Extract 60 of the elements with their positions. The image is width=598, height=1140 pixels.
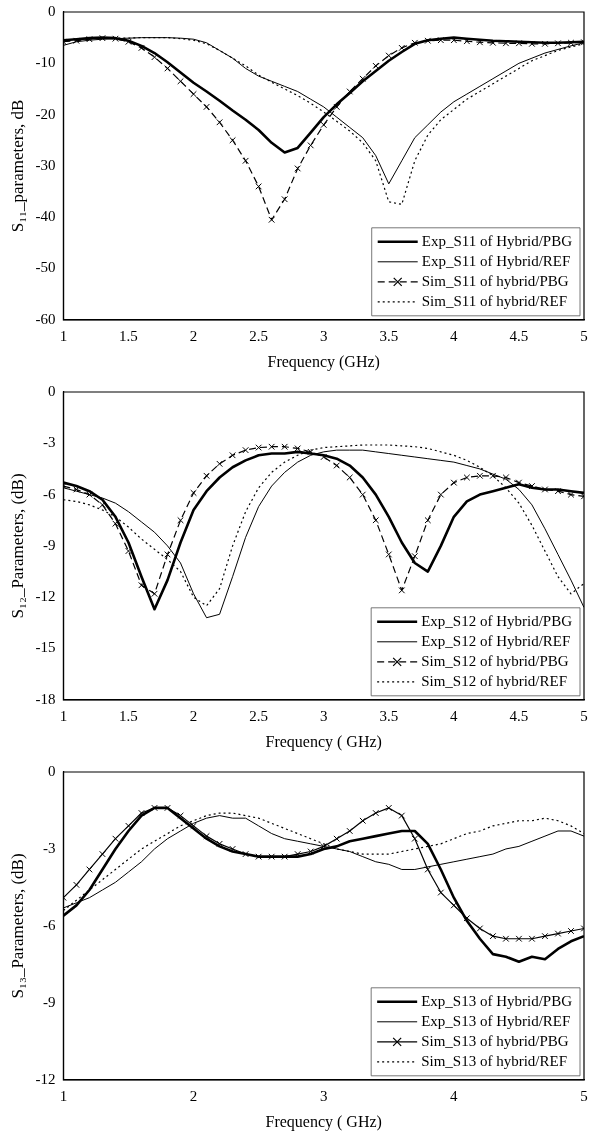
- legend-label: Sim_S12 of hybrid/PBG: [421, 652, 569, 669]
- x-tick-label: 3: [319, 327, 328, 344]
- x-tick-label: 3: [319, 707, 328, 724]
- legend-label: Exp_S13 of Hybrid/PBG: [421, 992, 573, 1009]
- y-tick-label: -18: [35, 690, 56, 707]
- y-tick-label: -10: [35, 54, 56, 71]
- x-tick-label: 2.5: [249, 327, 268, 344]
- legend-label: Sim_S13 of hybrid/PBG: [421, 1032, 569, 1049]
- x-tick-label: 4.5: [509, 327, 529, 344]
- y-tick-label: -30: [35, 156, 56, 173]
- x-tick-label: 2: [189, 327, 198, 344]
- legend-label: Exp_S13 of Hybrid/REF: [421, 1012, 571, 1029]
- x-tick-label: 1: [59, 1087, 68, 1104]
- legend-label: Exp_S12 of Hybrid/PBG: [421, 612, 573, 629]
- y-tick-label: 0: [47, 382, 56, 399]
- x-tick-label: 4: [450, 707, 459, 724]
- x-tick-label: 4: [450, 327, 459, 344]
- y-tick-label: -50: [35, 259, 56, 276]
- y-tick-label: 0: [47, 2, 56, 19]
- x-axis-title: Frequency (GHz): [267, 352, 380, 371]
- legend-label: Sim_S11 of hybrid/PBG: [421, 272, 569, 289]
- y-axis-title: S₁₁_parameters, dB: [7, 99, 27, 233]
- y-tick-label: -15: [35, 639, 56, 656]
- x-tick-label: 3.5: [379, 707, 399, 724]
- x-tick-label: 4.5: [509, 707, 529, 724]
- y-tick-label: -60: [35, 310, 56, 327]
- y-tick-label: -12: [35, 1070, 56, 1087]
- legend-label: Exp_S12 of Hybrid/REF: [421, 632, 571, 649]
- x-axis-title: Frequency ( GHz): [265, 1112, 382, 1131]
- y-tick-label: -40: [35, 208, 56, 225]
- y-tick-label: 0: [47, 762, 56, 779]
- x-tick-label: 2: [189, 707, 198, 724]
- x-axis-title: Frequency ( GHz): [265, 732, 382, 751]
- y-tick-label: -12: [35, 588, 56, 605]
- y-axis-title: S₁₃_Parameters, (dB): [7, 853, 27, 999]
- x-tick-label: 2.5: [249, 707, 268, 724]
- y-axis-title: S₁₂_Parameters, (dB): [7, 473, 27, 619]
- x-tick-label: 3: [319, 1087, 328, 1104]
- x-tick-label: 5: [580, 327, 588, 344]
- x-tick-label: 1.5: [119, 327, 138, 344]
- x-tick-label: 3.5: [379, 327, 399, 344]
- x-tick-label: 1.5: [119, 707, 138, 724]
- y-tick-label: -6: [42, 485, 56, 502]
- legend-label: Sim_S13 of hybrid/REF: [421, 1052, 568, 1069]
- y-tick-label: -9: [42, 993, 56, 1010]
- x-tick-label: 5: [580, 707, 588, 724]
- y-tick-label: -20: [35, 105, 56, 122]
- y-tick-label: -9: [42, 536, 56, 553]
- x-tick-label: 1: [59, 707, 68, 724]
- legend-label: Sim_S11 of hybrid/REF: [421, 292, 568, 309]
- legend-label: Exp_S11 of Hybrid/PBG: [421, 232, 573, 249]
- x-tick-label: 2: [189, 1087, 198, 1104]
- x-tick-label: 4: [450, 1087, 459, 1104]
- legend-label: Sim_S12 of hybrid/REF: [421, 672, 568, 689]
- x-tick-label: 1: [59, 327, 68, 344]
- legend-label: Exp_S11 of Hybrid/REF: [421, 252, 571, 269]
- y-tick-label: -3: [42, 434, 56, 451]
- y-tick-label: -6: [42, 916, 56, 933]
- y-tick-label: -3: [42, 839, 56, 856]
- x-tick-label: 5: [580, 1087, 588, 1104]
